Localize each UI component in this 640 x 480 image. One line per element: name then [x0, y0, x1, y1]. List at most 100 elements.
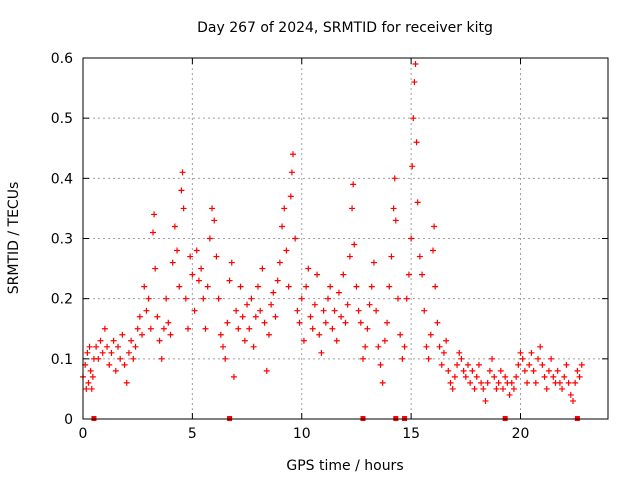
- data-point: [276, 259, 283, 266]
- data-point: [309, 325, 316, 332]
- data-point: [567, 391, 574, 398]
- data-point: [305, 265, 312, 272]
- data-point: [233, 307, 240, 314]
- y-tick-label: 0.2: [51, 292, 73, 308]
- data-point: [399, 355, 406, 362]
- data-point: [556, 379, 563, 386]
- data-point: [139, 331, 146, 338]
- data-point: [132, 343, 139, 350]
- data-point: [411, 79, 418, 86]
- data-point: [167, 331, 174, 338]
- data-point: [320, 307, 327, 314]
- data-point: [517, 349, 524, 356]
- data-point: [322, 319, 329, 326]
- data-point: [246, 325, 253, 332]
- data-point: [541, 373, 548, 380]
- data-point: [101, 325, 108, 332]
- data-point: [423, 343, 430, 350]
- data-point: [89, 373, 96, 380]
- data-point: [528, 349, 535, 356]
- data-point: [257, 307, 264, 314]
- data-point: [87, 367, 94, 374]
- data-point: [473, 373, 480, 380]
- data-point: [409, 163, 416, 170]
- data-point: [449, 385, 456, 392]
- data-point: [121, 361, 128, 368]
- y-tick-label: 0.4: [51, 171, 73, 187]
- axis-ticks: [82, 57, 608, 420]
- data-point: [508, 379, 515, 386]
- chart-title: Day 267 of 2024, SRMTID for receiver kit…: [197, 20, 493, 36]
- data-point: [217, 331, 224, 338]
- data-point: [456, 349, 463, 356]
- data-point: [128, 337, 135, 344]
- data-point: [83, 385, 90, 392]
- data-point: [331, 307, 338, 314]
- data-point: [480, 385, 487, 392]
- data-point: [526, 361, 533, 368]
- data-point: [303, 283, 310, 290]
- data-point: [460, 367, 467, 374]
- data-point: [179, 169, 186, 176]
- data-point: [187, 253, 194, 260]
- x-tick-label: 10: [293, 426, 311, 442]
- data-point: [204, 283, 211, 290]
- data-point: [500, 385, 506, 392]
- data-point: [434, 319, 441, 326]
- data-point: [235, 325, 242, 332]
- data-point: [239, 313, 246, 320]
- data-point: [180, 205, 187, 212]
- data-point: [344, 301, 351, 308]
- data-point: [430, 247, 436, 254]
- data-point: [93, 343, 100, 350]
- data-point: [318, 349, 325, 356]
- data-point: [213, 253, 220, 260]
- x-tick-label: 5: [188, 426, 197, 442]
- data-point: [379, 379, 386, 386]
- data-point: [357, 319, 364, 326]
- data-point: [150, 229, 156, 236]
- y-axis-label: SRMTID / TECUs: [6, 182, 22, 295]
- data-point: [475, 361, 482, 368]
- data-point: [537, 343, 544, 350]
- data-point: [141, 283, 148, 290]
- data-point: [160, 325, 167, 332]
- data-point: [355, 307, 362, 314]
- data-point: [413, 139, 420, 146]
- data-point: [285, 283, 292, 290]
- data-point: [467, 379, 474, 386]
- data-point: [165, 319, 172, 326]
- data-point: [440, 349, 447, 356]
- data-point: [381, 337, 388, 344]
- data-point: [493, 385, 500, 392]
- data-point: [110, 337, 117, 344]
- data-point: [576, 373, 583, 380]
- y-tick-label: 0.1: [51, 352, 73, 368]
- data-point: [104, 343, 111, 350]
- data-point: [125, 349, 132, 356]
- data-point: [366, 301, 373, 308]
- data-point: [338, 313, 345, 320]
- data-point: [362, 343, 369, 350]
- data-point: [451, 373, 458, 380]
- data-point: [134, 325, 141, 332]
- data-point: [572, 379, 579, 386]
- data-point: [211, 217, 218, 224]
- data-point: [416, 253, 423, 260]
- data-point: [86, 343, 93, 350]
- data-point: [112, 367, 119, 374]
- data-point: [425, 355, 432, 362]
- data-point: [403, 295, 410, 302]
- data-point: [296, 319, 303, 326]
- data-point: [384, 319, 391, 326]
- data-point: [333, 337, 340, 344]
- data-point: [405, 271, 412, 278]
- data-point: [169, 259, 176, 266]
- data-point: [222, 355, 229, 362]
- data-point: [454, 361, 461, 368]
- data-point: [390, 205, 397, 212]
- data-point: [412, 61, 419, 68]
- data-point: [171, 223, 178, 230]
- data-point: [462, 373, 469, 380]
- data-point: [431, 223, 438, 230]
